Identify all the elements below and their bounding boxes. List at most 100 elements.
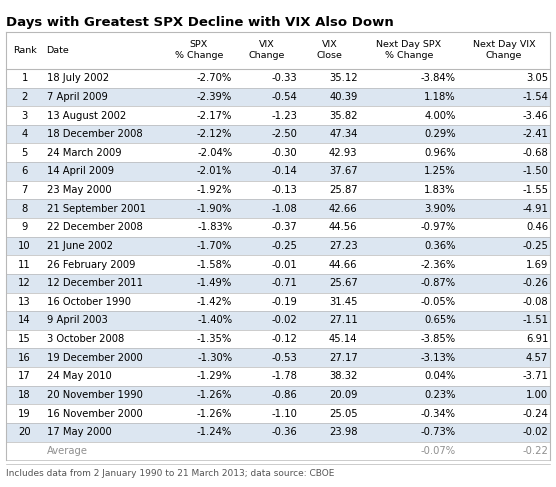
Text: 21 June 2002: 21 June 2002 bbox=[47, 241, 113, 251]
Text: -0.22: -0.22 bbox=[522, 446, 548, 456]
Text: 42.93: 42.93 bbox=[329, 148, 358, 158]
Text: -0.07%: -0.07% bbox=[420, 446, 455, 456]
Text: -3.46: -3.46 bbox=[523, 111, 548, 120]
Text: 24 May 2010: 24 May 2010 bbox=[47, 372, 112, 381]
Text: -1.08: -1.08 bbox=[272, 204, 297, 214]
Text: 3: 3 bbox=[22, 111, 28, 120]
Text: 20 November 1990: 20 November 1990 bbox=[47, 390, 143, 400]
Text: -0.25: -0.25 bbox=[272, 241, 297, 251]
Text: 17: 17 bbox=[18, 372, 31, 381]
Text: 13: 13 bbox=[18, 297, 31, 307]
Text: -2.36%: -2.36% bbox=[420, 260, 455, 270]
Text: -2.04%: -2.04% bbox=[197, 148, 232, 158]
Text: 2: 2 bbox=[22, 92, 28, 102]
Text: Next Day VIX
Change: Next Day VIX Change bbox=[473, 40, 535, 60]
Text: 24 March 2009: 24 March 2009 bbox=[47, 148, 122, 158]
Text: -0.37: -0.37 bbox=[272, 222, 297, 232]
Text: 9: 9 bbox=[22, 222, 28, 232]
Text: 1: 1 bbox=[22, 73, 28, 83]
Text: -0.01: -0.01 bbox=[272, 260, 297, 270]
Text: -0.25: -0.25 bbox=[522, 241, 548, 251]
Text: 12 December 2011: 12 December 2011 bbox=[47, 278, 143, 288]
Text: -1.70%: -1.70% bbox=[197, 241, 232, 251]
Text: -2.01%: -2.01% bbox=[197, 167, 232, 176]
Text: -1.51: -1.51 bbox=[522, 316, 548, 325]
Text: 4.57: 4.57 bbox=[526, 353, 548, 363]
Text: 4: 4 bbox=[22, 129, 28, 139]
Text: 27.23: 27.23 bbox=[329, 241, 358, 251]
Text: VIX
Change: VIX Change bbox=[249, 40, 285, 60]
Text: -0.36: -0.36 bbox=[272, 427, 297, 437]
Text: 8: 8 bbox=[22, 204, 28, 214]
Text: -0.54: -0.54 bbox=[272, 92, 297, 102]
Text: SPX
% Change: SPX % Change bbox=[175, 40, 223, 60]
Text: -1.35%: -1.35% bbox=[197, 334, 232, 344]
Text: -0.12: -0.12 bbox=[272, 334, 297, 344]
Text: 3.90%: 3.90% bbox=[424, 204, 455, 214]
Text: -2.41: -2.41 bbox=[522, 129, 548, 139]
Text: 25.87: 25.87 bbox=[329, 185, 358, 195]
Text: 4.00%: 4.00% bbox=[424, 111, 455, 120]
Text: Average: Average bbox=[47, 446, 88, 456]
Text: 11: 11 bbox=[18, 260, 31, 270]
Text: 18 December 2008: 18 December 2008 bbox=[47, 129, 143, 139]
Text: 42.66: 42.66 bbox=[329, 204, 358, 214]
Text: -2.70%: -2.70% bbox=[197, 73, 232, 83]
Text: -1.23: -1.23 bbox=[272, 111, 297, 120]
Text: 7: 7 bbox=[22, 185, 28, 195]
Text: -1.24%: -1.24% bbox=[197, 427, 232, 437]
Text: -0.02: -0.02 bbox=[272, 316, 297, 325]
Text: 0.36%: 0.36% bbox=[424, 241, 455, 251]
Text: 16: 16 bbox=[18, 353, 31, 363]
Text: -1.78: -1.78 bbox=[272, 372, 297, 381]
Text: -3.85%: -3.85% bbox=[420, 334, 455, 344]
Text: -0.30: -0.30 bbox=[272, 148, 297, 158]
Text: 1.00: 1.00 bbox=[526, 390, 548, 400]
Text: -1.42%: -1.42% bbox=[197, 297, 232, 307]
Text: 9 April 2003: 9 April 2003 bbox=[47, 316, 108, 325]
Text: 16 October 1990: 16 October 1990 bbox=[47, 297, 131, 307]
Text: 3.05: 3.05 bbox=[526, 73, 548, 83]
Text: 19: 19 bbox=[18, 409, 31, 419]
Text: -0.34%: -0.34% bbox=[420, 409, 455, 419]
Text: -1.26%: -1.26% bbox=[197, 390, 232, 400]
Text: -3.13%: -3.13% bbox=[420, 353, 455, 363]
Text: VIX
Close: VIX Close bbox=[317, 40, 342, 60]
Text: -0.26: -0.26 bbox=[522, 278, 548, 288]
Text: -1.40%: -1.40% bbox=[197, 316, 232, 325]
Text: -2.17%: -2.17% bbox=[197, 111, 232, 120]
Text: -0.97%: -0.97% bbox=[420, 222, 455, 232]
Text: 35.12: 35.12 bbox=[329, 73, 358, 83]
Text: -1.49%: -1.49% bbox=[197, 278, 232, 288]
Text: -0.19: -0.19 bbox=[272, 297, 297, 307]
Text: 20: 20 bbox=[18, 427, 31, 437]
Text: -0.33: -0.33 bbox=[272, 73, 297, 83]
Text: 15: 15 bbox=[18, 334, 31, 344]
Text: 17 May 2000: 17 May 2000 bbox=[47, 427, 112, 437]
Text: 1.18%: 1.18% bbox=[424, 92, 455, 102]
Text: 12: 12 bbox=[18, 278, 31, 288]
Text: Includes data from 2 January 1990 to 21 March 2013; data source: CBOE: Includes data from 2 January 1990 to 21 … bbox=[6, 469, 334, 478]
Text: 10: 10 bbox=[18, 241, 31, 251]
Text: 1.83%: 1.83% bbox=[424, 185, 455, 195]
Text: 37.67: 37.67 bbox=[329, 167, 358, 176]
Text: -1.58%: -1.58% bbox=[197, 260, 232, 270]
Text: 0.46: 0.46 bbox=[526, 222, 548, 232]
Text: 5: 5 bbox=[22, 148, 28, 158]
Text: -1.10: -1.10 bbox=[272, 409, 297, 419]
Text: 47.34: 47.34 bbox=[329, 129, 358, 139]
Text: 0.04%: 0.04% bbox=[424, 372, 455, 381]
Text: -1.26%: -1.26% bbox=[197, 409, 232, 419]
Text: Date: Date bbox=[47, 46, 70, 55]
Text: -1.54: -1.54 bbox=[522, 92, 548, 102]
Text: 3 October 2008: 3 October 2008 bbox=[47, 334, 125, 344]
Text: 44.56: 44.56 bbox=[329, 222, 358, 232]
Text: -0.87%: -0.87% bbox=[420, 278, 455, 288]
Text: -0.14: -0.14 bbox=[272, 167, 297, 176]
Text: 19 December 2000: 19 December 2000 bbox=[47, 353, 143, 363]
Text: -1.55: -1.55 bbox=[522, 185, 548, 195]
Text: -0.71: -0.71 bbox=[272, 278, 297, 288]
Text: -1.30%: -1.30% bbox=[197, 353, 232, 363]
Text: 0.65%: 0.65% bbox=[424, 316, 455, 325]
Text: 18: 18 bbox=[18, 390, 31, 400]
